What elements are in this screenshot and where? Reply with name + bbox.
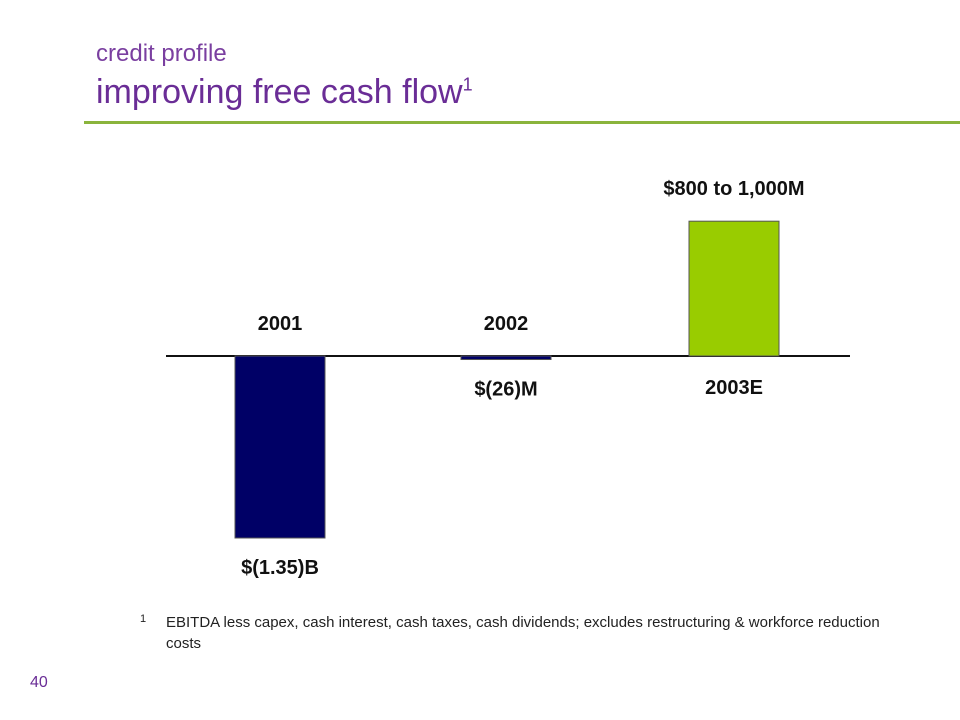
value-label-2002: $(26)M	[474, 379, 537, 401]
category-label-2003E: 2003E	[705, 377, 763, 399]
slide-title-text: improving free cash flow	[96, 73, 463, 111]
slide-title: improving free cash flow1	[96, 72, 473, 112]
value-label-2003E: $800 to 1,000M	[663, 178, 804, 200]
footnote-marker: 1	[140, 613, 147, 625]
category-label-2001: 2001	[258, 313, 303, 335]
bar-2001	[234, 355, 326, 539]
title-block: credit profile improving free cash flow1	[96, 40, 473, 112]
category-label-2002: 2002	[484, 313, 529, 335]
value-label-2001: $(1.35)B	[241, 557, 319, 579]
title-footnote-marker: 1	[462, 74, 473, 95]
slide-subtitle: credit profile	[96, 40, 227, 67]
footnote-text: EBITDA less capex, cash interest, cash t…	[166, 614, 880, 652]
bar-2003E	[688, 220, 780, 357]
bar-2002	[460, 355, 552, 361]
page-number: 40	[30, 674, 48, 691]
title-divider	[84, 121, 960, 124]
